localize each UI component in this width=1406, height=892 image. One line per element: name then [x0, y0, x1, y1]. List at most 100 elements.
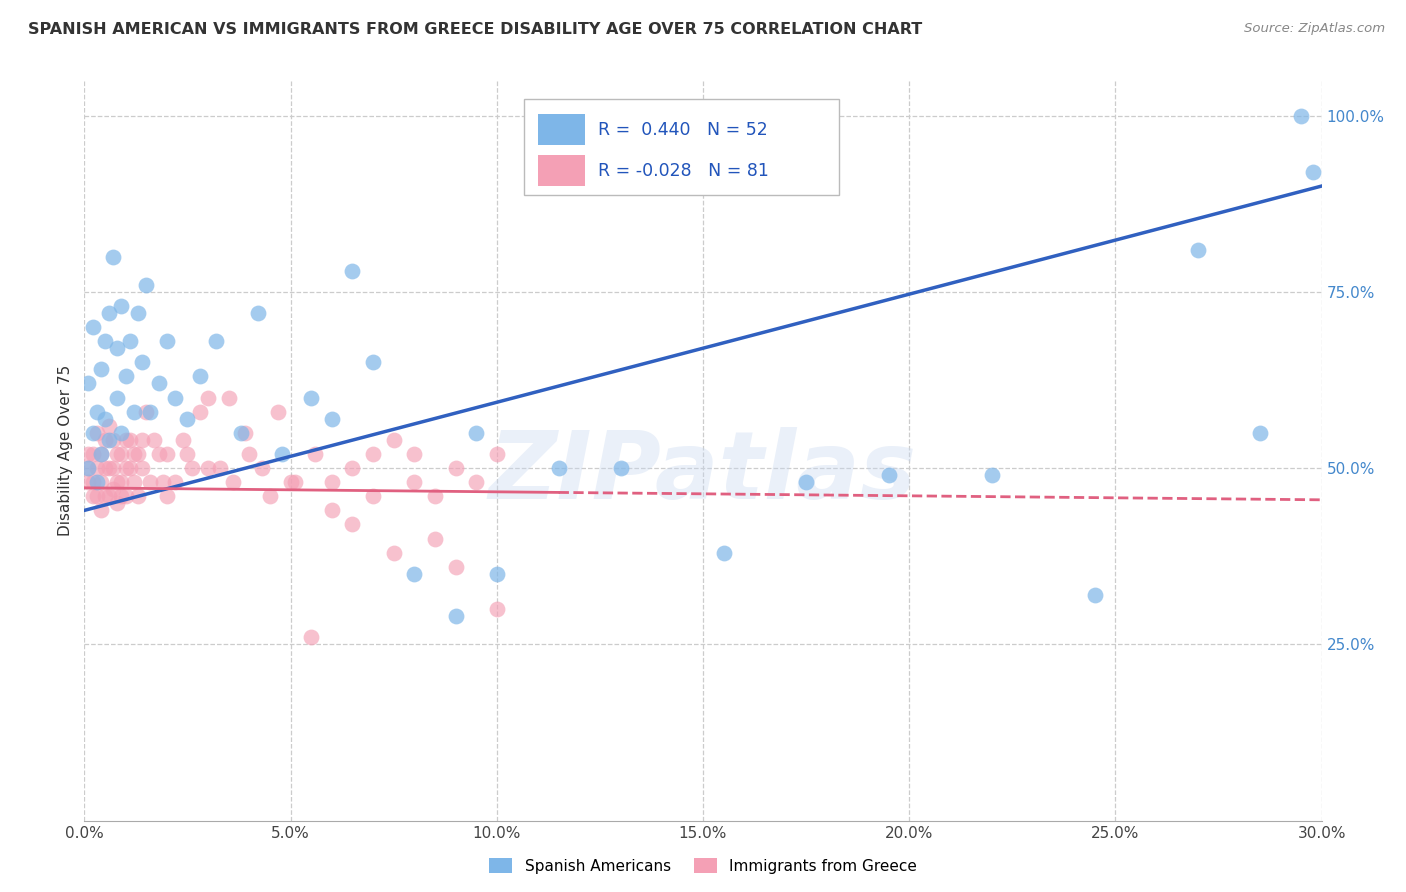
Point: [139, 475, 162, 490]
Point: [105, 341, 128, 355]
Point: [77, 461, 100, 475]
Point: [299, 630, 322, 644]
Point: [152, 475, 174, 490]
Point: [94, 433, 117, 447]
Point: [156, 447, 179, 461]
Point: [103, 250, 125, 264]
Point: [98, 489, 121, 503]
Point: [94, 489, 117, 503]
Point: [77, 376, 100, 391]
Point: [609, 461, 631, 475]
Point: [127, 306, 149, 320]
Point: [188, 369, 211, 384]
Point: [444, 559, 467, 574]
Point: [229, 425, 252, 440]
Point: [980, 468, 1002, 483]
Point: [222, 475, 245, 490]
Point: [304, 447, 326, 461]
Point: [86, 405, 108, 419]
Point: [82, 475, 104, 490]
Point: [82, 320, 104, 334]
Point: [250, 461, 273, 475]
FancyBboxPatch shape: [538, 155, 585, 186]
Point: [148, 447, 170, 461]
Point: [547, 461, 569, 475]
Point: [485, 447, 508, 461]
Point: [238, 447, 260, 461]
Point: [342, 461, 364, 475]
Point: [165, 475, 187, 490]
Point: [284, 475, 307, 490]
Point: [122, 405, 145, 419]
Point: [110, 447, 132, 461]
Point: [90, 475, 112, 490]
Point: [118, 433, 141, 447]
Point: [713, 546, 735, 560]
Point: [105, 391, 128, 405]
Point: [267, 405, 290, 419]
Text: SPANISH AMERICAN VS IMMIGRANTS FROM GREECE DISABILITY AGE OVER 75 CORRELATION CH: SPANISH AMERICAN VS IMMIGRANTS FROM GREE…: [28, 22, 922, 37]
Point: [82, 425, 104, 440]
Point: [86, 425, 108, 440]
Point: [127, 489, 149, 503]
Point: [176, 447, 198, 461]
Point: [105, 496, 128, 510]
Point: [1187, 243, 1209, 257]
Point: [90, 447, 112, 461]
Point: [259, 489, 281, 503]
Point: [218, 391, 240, 405]
Point: [114, 461, 136, 475]
Point: [114, 489, 136, 503]
Point: [271, 447, 294, 461]
Point: [103, 433, 125, 447]
Point: [1302, 165, 1324, 179]
Point: [122, 447, 145, 461]
Point: [86, 475, 108, 490]
Point: [77, 475, 100, 490]
Point: [794, 475, 817, 490]
Point: [86, 461, 108, 475]
Point: [156, 334, 179, 348]
Point: [98, 433, 121, 447]
Point: [110, 299, 132, 313]
Point: [110, 489, 132, 503]
Point: [1289, 109, 1312, 123]
Point: [118, 461, 141, 475]
Point: [98, 461, 121, 475]
Point: [103, 482, 125, 496]
Point: [165, 391, 187, 405]
Point: [110, 425, 132, 440]
Point: [205, 334, 228, 348]
Point: [98, 306, 121, 320]
Text: R =  0.440   N = 52: R = 0.440 N = 52: [598, 120, 768, 139]
Point: [382, 546, 405, 560]
Point: [465, 475, 488, 490]
Point: [361, 355, 384, 369]
Point: [148, 376, 170, 391]
Point: [197, 391, 219, 405]
Point: [90, 447, 112, 461]
Point: [114, 433, 136, 447]
Point: [82, 447, 104, 461]
Point: [321, 411, 343, 425]
Point: [188, 405, 211, 419]
Point: [143, 433, 166, 447]
Point: [172, 433, 194, 447]
Point: [180, 461, 202, 475]
Point: [131, 433, 153, 447]
Point: [90, 362, 112, 376]
Point: [103, 461, 125, 475]
Point: [361, 447, 384, 461]
Point: [209, 461, 232, 475]
Point: [485, 566, 508, 581]
Point: [122, 475, 145, 490]
Point: [485, 602, 508, 616]
Point: [404, 475, 426, 490]
Point: [82, 489, 104, 503]
Point: [114, 369, 136, 384]
Point: [246, 306, 269, 320]
Point: [877, 468, 900, 483]
Point: [233, 425, 256, 440]
Point: [404, 566, 426, 581]
Point: [299, 391, 322, 405]
